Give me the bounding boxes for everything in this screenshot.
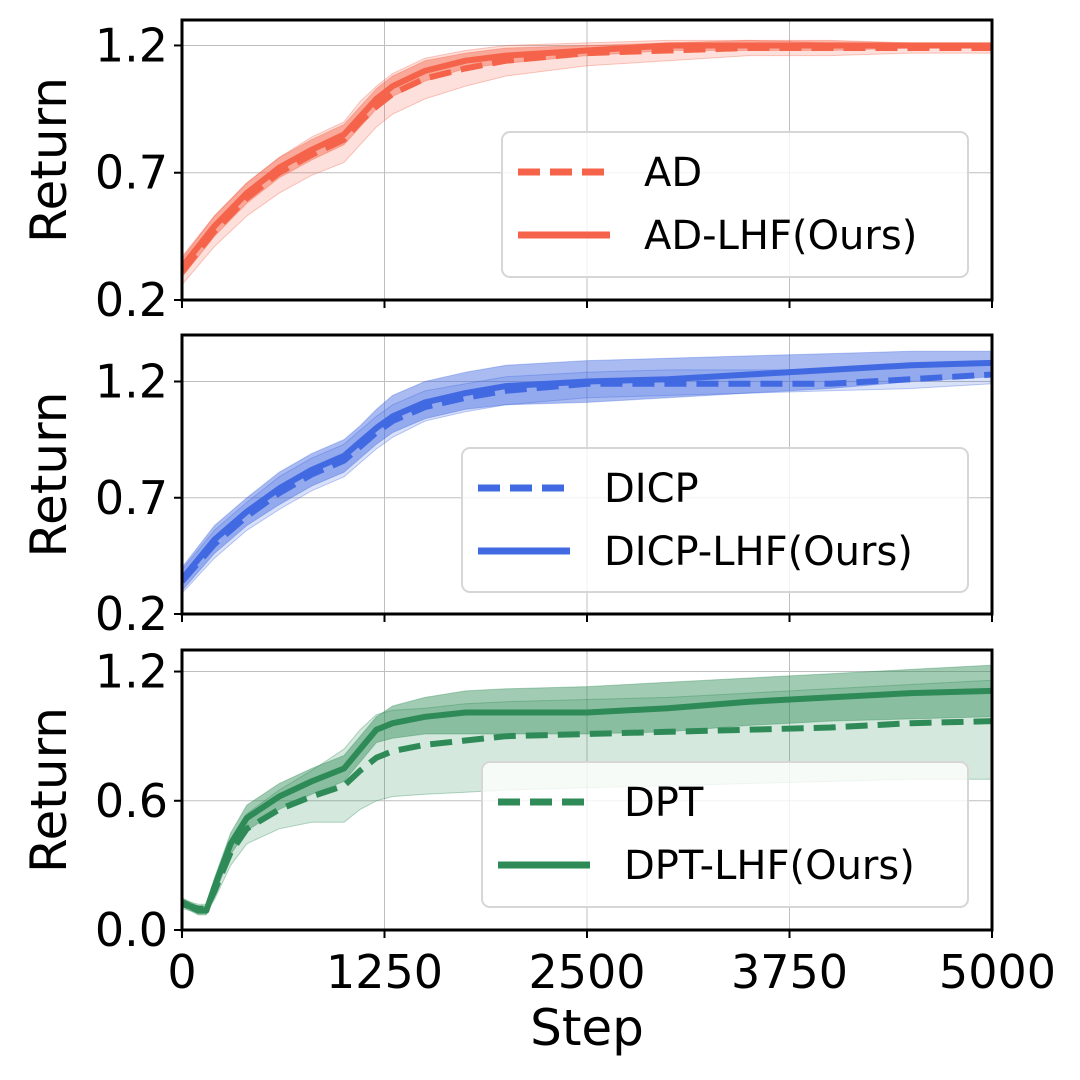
y-tick-label: 0.0: [95, 903, 168, 957]
y-tick-label: 1.2: [95, 18, 168, 72]
plot-area: [182, 39, 992, 286]
plot-area: [182, 664, 992, 916]
band-dicp-lhf-ours: [182, 350, 992, 592]
y-tick-label: 0.2: [95, 587, 168, 641]
y-tick-label: 1.2: [95, 645, 168, 699]
series-line-ad-lhf-ours: [182, 42, 992, 269]
x-tick-label: 0: [167, 945, 196, 999]
legend: AD AD-LHF(Ours): [501, 131, 969, 278]
series-line-dicp-lhf-ours: [182, 359, 992, 582]
y-tick-label: 0.6: [95, 774, 168, 828]
legend-box: [481, 761, 969, 908]
band-dpt: [182, 679, 992, 914]
panel-2: 0.2 0.7 1.2 Return DICP DICP-LHF(Ours): [20, 333, 994, 641]
y-tick-label: 1.2: [95, 355, 168, 409]
series-line-dpt-lhf-ours: [182, 687, 992, 914]
plot-area: [182, 350, 992, 594]
legend-label-dpt: DPT: [624, 780, 704, 826]
y-axis-title: Return: [20, 77, 78, 243]
legend: DICP DICP-LHF(Ours): [461, 447, 969, 593]
y-tick-label: 0.2: [95, 273, 168, 327]
x-tick-label: 1250: [326, 945, 443, 999]
x-tick-label: 5000: [939, 945, 1056, 999]
panel-1: 0.2 0.7 1.2 Return AD AD-LHF(Ours): [20, 18, 994, 327]
legend-box: [461, 447, 969, 593]
legend: DPT DPT-LHF(Ours): [481, 761, 969, 908]
x-tick-label: 2500: [528, 945, 645, 999]
y-axis-title: Return: [20, 707, 78, 873]
y-axis-title: Return: [20, 392, 78, 558]
panel-3: 0 1250 2500 3750 5000 0.0 0.6 1.2 Return DPT DPT-L…: [20, 645, 1056, 999]
legend-label-ad: AD: [644, 150, 702, 196]
x-axis-title: Step: [530, 999, 644, 1057]
legend-label-dpt-lhf-ours: DPT-LHF(Ours): [624, 843, 915, 889]
x-tick-label: 3750: [731, 945, 848, 999]
legend-box: [501, 131, 969, 278]
legend-label-dicp-lhf-ours: DICP-LHF(Ours): [604, 529, 913, 575]
y-tick-label: 0.7: [95, 471, 168, 525]
legend-label-dicp: DICP: [604, 466, 699, 512]
legend-label-ad-lhf-ours: AD-LHF(Ours): [644, 213, 917, 259]
series-line-dicp: [182, 371, 992, 584]
series-line-dpt: [182, 718, 992, 912]
y-tick-label: 0.7: [95, 146, 168, 200]
